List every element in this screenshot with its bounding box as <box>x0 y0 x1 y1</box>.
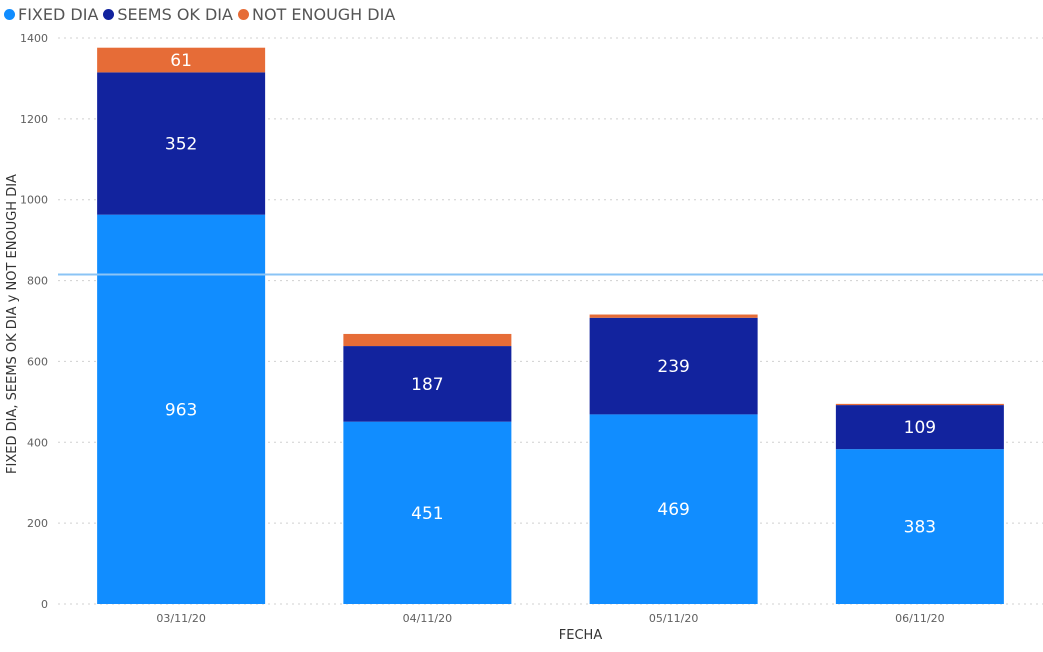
data-label: 383 <box>904 518 936 538</box>
legend-item-seems-ok-dia[interactable]: SEEMS OK DIA <box>103 5 233 24</box>
bar-segment-not-enough-dia <box>343 333 512 347</box>
legend-swatch <box>103 8 115 20</box>
y-tick-label: 600 <box>27 355 48 368</box>
y-tick-label: 1400 <box>20 32 48 45</box>
legend-swatch <box>237 8 249 20</box>
bar-segment-seems-ok-dia <box>343 346 512 422</box>
legend-label: FIXED DIA <box>18 4 99 24</box>
legend-swatch <box>4 8 15 20</box>
bar-segment-fixed-dia <box>589 414 758 604</box>
bar-segment-fixed-dia <box>835 449 1004 604</box>
y-tick-label: 800 <box>27 275 48 288</box>
y-axis-title: FIXED DIA, SEEMS OK DIA y NOT ENOUGH DIA <box>5 174 20 474</box>
y-tick-label: 1000 <box>20 194 48 207</box>
legend-label: SEEMS OK DIA <box>117 4 233 24</box>
data-label: 352 <box>165 135 197 155</box>
data-label: 239 <box>657 357 689 377</box>
y-tick-label: 400 <box>27 436 48 449</box>
bar-segment-not-enough-dia <box>835 403 1004 406</box>
x-tick-label: 03/11/20 <box>156 612 205 625</box>
bar-segment-seems-ok-dia <box>589 317 758 415</box>
bar-segment-fixed-dia <box>97 214 266 604</box>
bar-segment-not-enough-dia <box>589 314 758 318</box>
y-tick-label: 1200 <box>20 113 48 126</box>
legend-label: NOT ENOUGH DIA <box>251 4 396 24</box>
bar-segment-not-enough-dia <box>97 47 266 73</box>
data-label: 61 <box>170 51 192 71</box>
legend-item-fixed-dia[interactable]: FIXED DIA <box>4 5 98 24</box>
data-label: 451 <box>411 504 443 524</box>
chart-legend: FIXED DIA SEEMS OK DIA NOT ENOUGH DIA <box>4 3 400 25</box>
bar-segment-fixed-dia <box>343 421 512 604</box>
y-tick-label: 200 <box>27 517 48 530</box>
bar-segment-seems-ok-dia <box>835 405 1004 450</box>
data-label: 187 <box>411 375 443 395</box>
data-label: 469 <box>657 500 689 520</box>
data-label: 963 <box>165 400 197 420</box>
x-axis-title: FECHA <box>559 628 603 643</box>
x-tick-label: 06/11/20 <box>895 612 944 625</box>
y-tick-label: 0 <box>41 598 48 611</box>
legend-item-not-enough-dia[interactable]: NOT ENOUGH DIA <box>237 4 396 24</box>
bar-segment-seems-ok-dia <box>97 72 266 215</box>
x-tick-label: 05/11/20 <box>649 612 698 625</box>
data-label: 109 <box>904 418 936 438</box>
x-tick-label: 04/11/20 <box>403 612 452 625</box>
